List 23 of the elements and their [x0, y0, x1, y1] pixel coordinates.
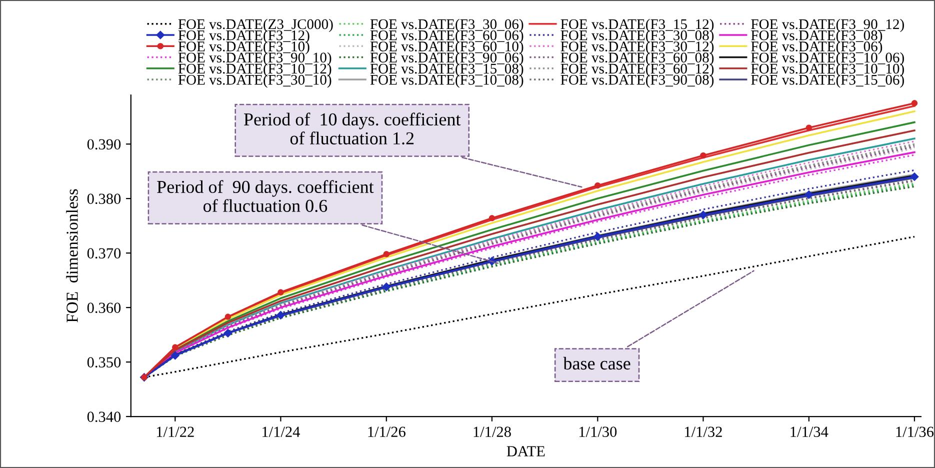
x-tick-label: 1/1/30: [579, 426, 617, 437]
annotation: Period of 10 days. coefficient of fluctuation 1.2: [244, 112, 461, 145]
legend-label: FOE vs.DATE(F3_15_06): [751, 74, 904, 88]
y-tick-label: 0.360: [87, 302, 121, 314]
x-tick-label: 1/1/34: [790, 426, 828, 437]
x-tick-label: 1/1/32: [685, 426, 722, 437]
legend-label: FOE vs.DATE(F3_30_10): [178, 74, 332, 88]
y-axis-title: FOE dimensionless: [66, 189, 78, 322]
annotation: base case: [563, 356, 630, 370]
x-tick-label: 1/1/28: [474, 426, 511, 437]
y-tick-label: 0.370: [87, 248, 121, 259]
annotation: Period of 90 days. coefficient of fluctuation 0.6: [157, 180, 374, 212]
legend-label: FOE vs.DATE(F3_10_08): [370, 74, 524, 88]
x-tick-label: 1/1/26: [368, 426, 406, 437]
x-axis-title: DATE: [506, 446, 545, 456]
y-tick-label: 0.350: [87, 357, 121, 368]
x-tick-label: 1/1/22: [156, 426, 194, 437]
x-tick-label: 1/1/24: [262, 426, 300, 437]
legend-label: FOE vs.DATE(F3_90_08): [560, 74, 714, 88]
y-tick-label: 0.390: [87, 139, 121, 150]
x-tick-label: 1/1/36: [896, 426, 934, 437]
y-tick-label: 0.380: [87, 194, 121, 204]
y-tick-label: 0.340: [87, 412, 121, 422]
